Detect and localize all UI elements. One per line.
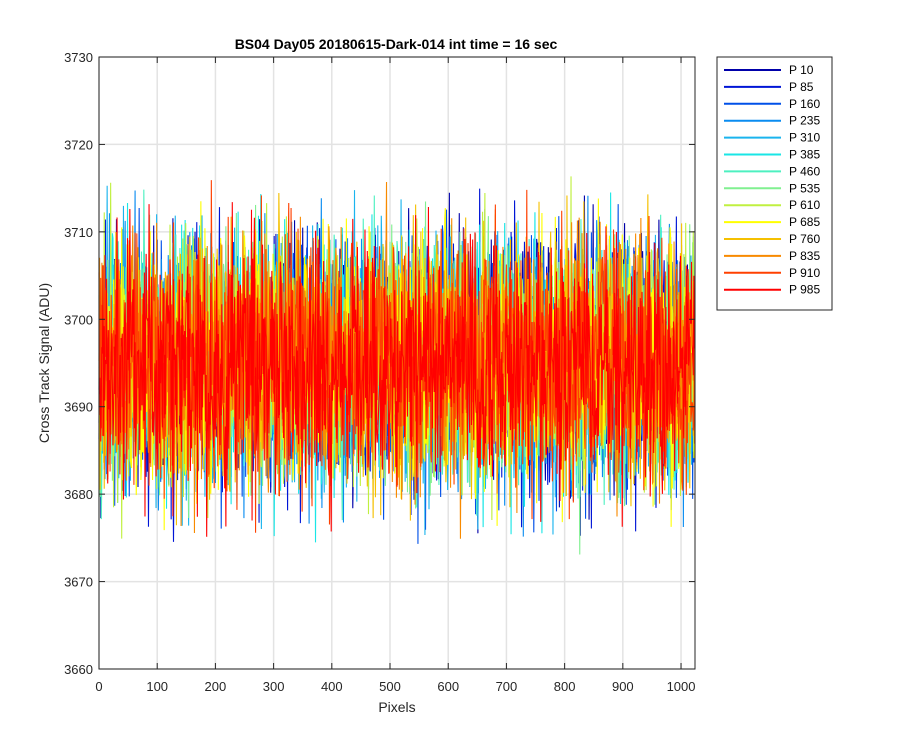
legend-label: P 835 bbox=[789, 249, 820, 263]
y-tick-labels: 3660 3670 3680 3690 3700 3710 3720 3730 bbox=[64, 50, 93, 677]
y-tick-label: 3690 bbox=[64, 400, 93, 415]
x-tick-label: 400 bbox=[321, 679, 343, 694]
legend-label: P 85 bbox=[789, 80, 814, 94]
y-axis-label: Cross Track Signal (ADU) bbox=[36, 283, 52, 443]
legend: P 10 P 85 P 160 P 235 P 310 P 385 P 460 P 535 P … bbox=[716, 56, 833, 311]
legend-label: P 385 bbox=[789, 148, 820, 162]
x-tick-label: 900 bbox=[612, 679, 634, 694]
legend-entries: P 10 P 85 P 160 P 235 P 310 P 385 P 460 P 535 P … bbox=[724, 63, 820, 297]
axes-box bbox=[98, 56, 696, 670]
x-tick-label: 200 bbox=[205, 679, 227, 694]
y-tick-label: 3670 bbox=[64, 575, 93, 590]
x-tick-label: 1000 bbox=[667, 679, 696, 694]
legend-label: P 235 bbox=[789, 114, 820, 128]
plot-area bbox=[98, 56, 696, 670]
x-axis-label: Pixels bbox=[378, 699, 415, 715]
legend-box bbox=[716, 56, 833, 311]
y-tick-label: 3660 bbox=[64, 662, 93, 677]
y-tick-label: 3680 bbox=[64, 487, 93, 502]
x-tick-label: 700 bbox=[496, 679, 518, 694]
series-line-p-985 bbox=[98, 202, 695, 537]
legend-label: P 160 bbox=[789, 97, 820, 111]
y-tick-label: 3720 bbox=[64, 137, 93, 152]
x-tick-label: 800 bbox=[554, 679, 576, 694]
legend-label: P 760 bbox=[789, 232, 820, 246]
legend-label: P 10 bbox=[789, 63, 814, 77]
legend-label: P 610 bbox=[789, 198, 820, 212]
legend-label: P 910 bbox=[789, 266, 820, 280]
legend-label: P 985 bbox=[789, 283, 820, 297]
x-tick-label: 300 bbox=[263, 679, 285, 694]
tick-marks bbox=[98, 56, 695, 670]
legend-label: P 460 bbox=[789, 164, 820, 178]
x-tick-labels: 0 100 200 300 400 500 600 700 800 900 1000 bbox=[95, 679, 695, 694]
y-tick-label: 3700 bbox=[64, 312, 93, 327]
series-lines bbox=[98, 176, 695, 555]
legend-label: P 685 bbox=[789, 215, 820, 229]
x-tick-label: 500 bbox=[379, 679, 401, 694]
y-tick-label: 3710 bbox=[64, 225, 93, 240]
chart-title: BS04 Day05 20180615-Dark-014 int time = … bbox=[235, 36, 558, 52]
x-tick-label: 600 bbox=[437, 679, 459, 694]
legend-label: P 310 bbox=[789, 131, 820, 145]
y-tick-label: 3730 bbox=[64, 50, 93, 65]
legend-label: P 535 bbox=[789, 181, 820, 195]
x-tick-label: 100 bbox=[146, 679, 168, 694]
x-tick-label: 0 bbox=[95, 679, 102, 694]
